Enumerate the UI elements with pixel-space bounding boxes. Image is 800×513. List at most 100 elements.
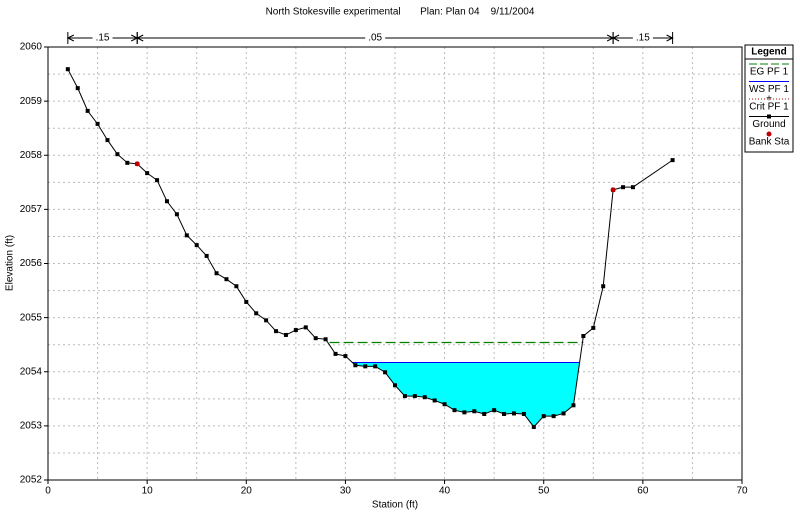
ground-line <box>67 68 673 428</box>
ground-point <box>541 414 546 419</box>
x-tick-label: 50 <box>538 486 550 497</box>
legend-marker <box>766 131 772 137</box>
ground-point <box>95 121 100 126</box>
legend-marker: + <box>766 94 772 105</box>
legend-title: Legend <box>751 47 787 58</box>
x-axis-label: Station (ft) <box>372 500 418 511</box>
ground-point <box>323 337 328 342</box>
roughness-label: .05 <box>368 33 382 44</box>
legend-label: EG PF 1 <box>750 67 789 78</box>
ground-point <box>363 364 368 369</box>
ground-point <box>551 414 556 419</box>
arrow <box>611 34 620 42</box>
ground-point <box>293 328 298 333</box>
ground-point <box>65 67 70 72</box>
y-tick-label: 2056 <box>20 258 43 269</box>
legend-label: Bank Sta <box>749 137 790 148</box>
ground-point <box>174 212 179 217</box>
ground-point <box>75 86 80 91</box>
ground-point <box>402 394 407 399</box>
ground-point <box>511 411 516 416</box>
ground-point <box>521 411 526 416</box>
bank-station <box>610 187 616 193</box>
y-tick-label: 2052 <box>20 475 43 486</box>
ground-point <box>373 364 378 369</box>
arrow <box>66 34 75 42</box>
arrow <box>666 34 674 42</box>
arrow <box>136 34 144 42</box>
y-axis-label: Elevation (ft) <box>5 235 16 291</box>
ground-point <box>194 243 199 248</box>
y-tick-label: 2060 <box>20 42 43 53</box>
ground-point <box>105 138 110 143</box>
legend-label: Ground <box>752 119 785 130</box>
ground-point <box>145 171 150 176</box>
roughness-label-bg <box>632 32 653 44</box>
ground-point <box>343 354 348 359</box>
y-tick-label: 2059 <box>20 96 43 107</box>
ground-point <box>244 299 249 304</box>
roughness-label-bg <box>365 32 386 44</box>
ground-point <box>621 185 626 190</box>
x-tick-label: 30 <box>340 486 352 497</box>
x-tick-label: 40 <box>439 486 451 497</box>
chart-title: North Stokesville experimental Plan: Pla… <box>266 7 535 18</box>
x-tick-label: 60 <box>637 486 649 497</box>
ground-point <box>492 408 497 413</box>
water-fill <box>352 362 580 427</box>
ground-point <box>333 351 338 356</box>
y-tick-label: 2053 <box>20 421 43 432</box>
ground-point <box>125 160 130 165</box>
ground-point <box>234 284 239 289</box>
ground-point <box>452 408 457 413</box>
ground-point <box>472 409 477 414</box>
ground-point <box>283 332 288 337</box>
ground-point <box>502 411 507 416</box>
legend-marker <box>767 114 771 119</box>
ground-point <box>630 185 635 190</box>
roughness-label-bg <box>92 32 113 44</box>
ground-point <box>224 277 229 282</box>
ground-point <box>462 410 467 415</box>
ground-point <box>164 199 169 204</box>
roughness-label: .15 <box>636 33 650 44</box>
ground-point <box>184 233 189 238</box>
roughness-label: .15 <box>96 33 110 44</box>
ground-point <box>591 325 596 330</box>
y-tick-label: 2055 <box>20 312 43 323</box>
ground-point <box>412 394 417 399</box>
y-tick-label: 2058 <box>20 150 43 161</box>
ground-point <box>571 403 576 408</box>
ground-point <box>155 178 160 183</box>
ground-point <box>432 398 437 403</box>
ground-point <box>353 363 358 368</box>
ground-point <box>561 411 566 416</box>
plot-frame <box>47 46 743 481</box>
bank-station <box>134 161 140 167</box>
ground-point <box>313 336 318 341</box>
ground-point <box>422 395 427 400</box>
ground-point <box>670 158 675 163</box>
ground-point <box>85 108 90 113</box>
x-tick-label: 20 <box>241 486 253 497</box>
ground-point <box>442 402 447 407</box>
x-tick-label: 70 <box>736 486 748 497</box>
y-tick-label: 2057 <box>20 204 43 215</box>
ground-point <box>383 370 388 375</box>
ground-point <box>601 284 606 289</box>
ground-point <box>531 424 536 429</box>
ground-point <box>214 271 219 276</box>
ground-point <box>393 383 397 388</box>
ground-point <box>204 253 209 258</box>
ground-point <box>115 152 120 157</box>
ground-point <box>581 334 586 339</box>
ground-point <box>274 329 279 334</box>
x-tick-label: 0 <box>45 486 51 497</box>
ground-point <box>303 325 308 330</box>
ground-point <box>254 311 259 316</box>
ground-point <box>482 411 487 416</box>
ground-point <box>264 318 269 323</box>
legend-label: WS PF 1 <box>749 84 789 95</box>
x-tick-label: 10 <box>142 486 154 497</box>
